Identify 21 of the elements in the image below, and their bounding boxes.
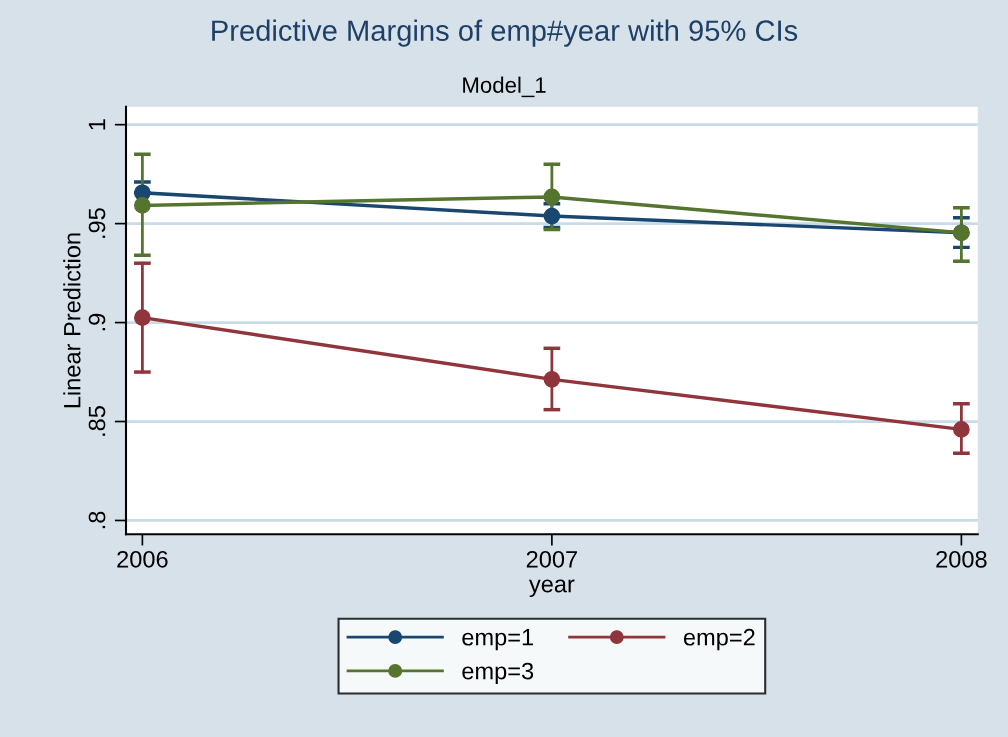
y-tick-label: .95	[88, 208, 106, 238]
point	[134, 197, 151, 214]
y-tick-label: .85	[88, 406, 106, 436]
x-tick-label: 2007	[526, 550, 577, 568]
x-axis-title: year	[528, 579, 575, 598]
x-tick-label: 2006	[117, 550, 168, 568]
point	[543, 188, 561, 206]
y-tick-label: .9	[88, 313, 106, 331]
y-tick-label: .8	[88, 511, 106, 529]
y-axis-title: Linear Prediction	[63, 233, 81, 408]
point	[134, 309, 151, 326]
y-tick-label: 1	[88, 119, 106, 130]
point	[543, 371, 561, 388]
point	[543, 207, 561, 225]
legend-label: emp=1	[462, 629, 534, 651]
legend-label: emp=2	[683, 628, 755, 651]
point	[953, 421, 970, 438]
chart-title: Predictive Margins of emp#year with 95% CIs	[212, 19, 798, 47]
legend-label: emp=3	[462, 662, 534, 685]
x-tick-label: 2008	[936, 550, 987, 568]
chart-subtitle: Model_1	[463, 76, 546, 98]
